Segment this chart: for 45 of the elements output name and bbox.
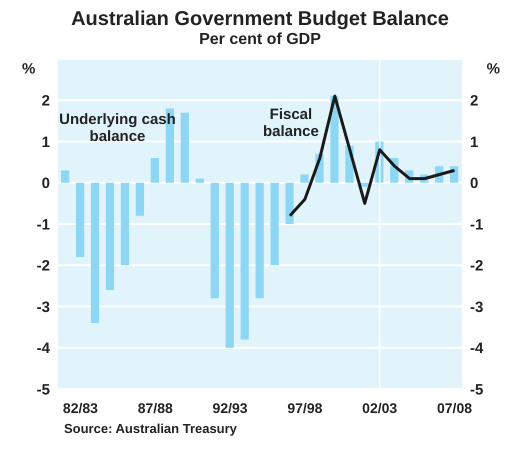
y2-tick-label: -5: [470, 381, 484, 398]
bar: [196, 178, 204, 183]
bar: [226, 182, 234, 348]
y2-tick-label: -4: [470, 340, 484, 358]
y2-tick-label: 1: [470, 134, 478, 151]
y2-tick-label: 0: [470, 175, 478, 192]
y-tick-label: -3: [36, 298, 50, 316]
bar: [120, 182, 130, 266]
y2-tick-label: -3: [470, 298, 484, 316]
x-tick-label: 92/93: [212, 400, 248, 416]
x-tick-label: 87/88: [138, 400, 173, 416]
bar: [210, 182, 219, 298]
y-tick-label: -1: [36, 216, 50, 234]
bar: [90, 182, 100, 323]
y-axis-title: %: [22, 60, 36, 78]
source-note: Source: Australian Treasury: [64, 421, 238, 436]
y-tick-label: 0: [42, 175, 50, 192]
bar: [300, 174, 309, 183]
x-tick-label: 97/98: [287, 400, 323, 416]
series-label: Fiscal balance: [262, 106, 320, 140]
bar: [136, 182, 144, 216]
chart-title: Australian Government Budget Balance: [70, 8, 450, 31]
bar: [285, 182, 294, 224]
bar: [180, 112, 189, 183]
y-tick-label: -4: [36, 340, 51, 358]
bar: [61, 170, 70, 183]
bar: [76, 182, 84, 257]
y2-tick-label: -1: [470, 216, 484, 234]
y2-tick-label: 2: [470, 92, 478, 110]
x-tick-label: 82/83: [62, 400, 98, 416]
y2-axis-title: %: [486, 60, 500, 78]
bar: [256, 182, 264, 298]
y-tick-label: -2: [36, 258, 50, 275]
y-tick-label: 1: [42, 134, 50, 151]
series-label: Underlying cash balance: [58, 110, 177, 145]
bar: [240, 182, 249, 340]
x-tick-label: 02/03: [362, 400, 398, 416]
bar: [106, 182, 114, 290]
y-tick-label: -5: [36, 381, 50, 398]
x-tick-label: 07/08: [436, 400, 472, 416]
y-tick-label: 2: [42, 92, 50, 110]
bar: [270, 182, 279, 266]
y2-tick-label: -2: [470, 258, 484, 275]
chart-subtitle: Per cent of GDP: [198, 31, 322, 49]
bar: [150, 158, 160, 183]
